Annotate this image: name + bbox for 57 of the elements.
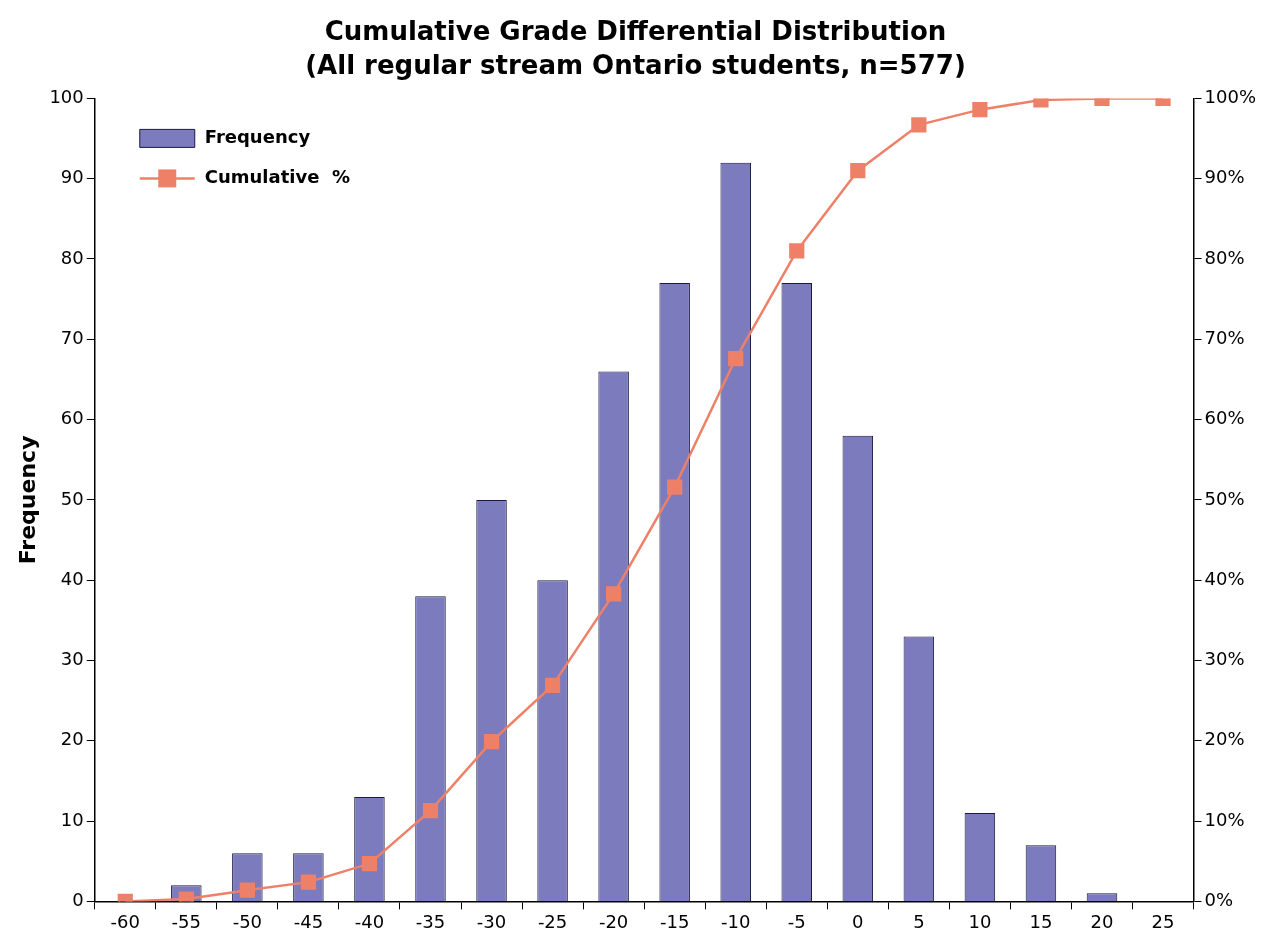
y2-tick-label: 10% [1204, 808, 1245, 830]
x-tick-label: -25 [537, 910, 568, 932]
legend-label: Frequency [204, 126, 311, 148]
y2-tick-label: 0% [1204, 889, 1234, 911]
x-tick-label: -60 [110, 910, 140, 932]
y-tick-label: 70 [60, 326, 84, 348]
x-tick-label: 20 [1090, 910, 1114, 932]
point [667, 479, 683, 495]
point [606, 586, 622, 602]
x-tick-label: 25 [1151, 910, 1175, 932]
point [850, 163, 866, 179]
chart-title: Cumulative Grade Differential Distribution [324, 16, 947, 47]
y-tick-label: 10 [60, 808, 84, 830]
x-tick-label: -50 [232, 910, 263, 932]
x-tick-label: -30 [476, 910, 507, 932]
y-tick-label: 60 [60, 407, 84, 429]
point [972, 102, 988, 118]
point [789, 243, 805, 259]
y2-tick-label: 100% [1204, 86, 1257, 108]
x-tick-label: -10 [721, 910, 751, 932]
y-tick-label: 30 [60, 648, 84, 670]
y-tick-label: 0 [72, 889, 84, 911]
x-tick-label: -5 [787, 910, 806, 932]
x-tick-label: -35 [415, 910, 446, 932]
y2-tick-label: 60% [1204, 407, 1245, 429]
y-tick-label: 40 [60, 567, 84, 589]
point [422, 803, 439, 819]
y-axis-title: Frequency [14, 435, 40, 565]
point [361, 856, 378, 872]
x-tick-label: -15 [659, 910, 690, 932]
x-tick-label: 5 [913, 910, 925, 932]
point [483, 733, 500, 750]
point [544, 677, 561, 694]
y2-tick-label: 80% [1204, 246, 1245, 268]
x-tick-label: -40 [354, 910, 385, 932]
y2-tick-label: 20% [1204, 728, 1245, 750]
y-tick-label: 50 [60, 487, 84, 509]
point [728, 350, 744, 367]
x-tick-label: 10 [968, 910, 992, 932]
x-tick-label: 15 [1029, 910, 1053, 932]
point [911, 117, 927, 133]
chart-subtitle: (All regular stream Ontario students, n=577) [305, 49, 966, 80]
legend-label: Cumulative % [204, 166, 350, 188]
y2-tick-label: 50% [1204, 487, 1245, 509]
x-tick-label: -45 [293, 910, 324, 932]
y2-tick-label: 90% [1204, 166, 1245, 188]
y-tick-label: 100 [49, 86, 84, 108]
y2-tick-label: 70% [1204, 326, 1245, 348]
x-tick-label: 0 [852, 910, 864, 932]
x-tick-label: -20 [598, 910, 629, 932]
y2-tick-label: 40% [1204, 567, 1245, 589]
point [239, 882, 255, 898]
x-tick-label: -55 [171, 910, 202, 932]
y-tick-label: 20 [60, 728, 84, 750]
y2-tick-label: 30% [1204, 648, 1245, 670]
y-tick-label: 90 [60, 166, 84, 188]
y-tick-label: 80 [60, 246, 84, 268]
